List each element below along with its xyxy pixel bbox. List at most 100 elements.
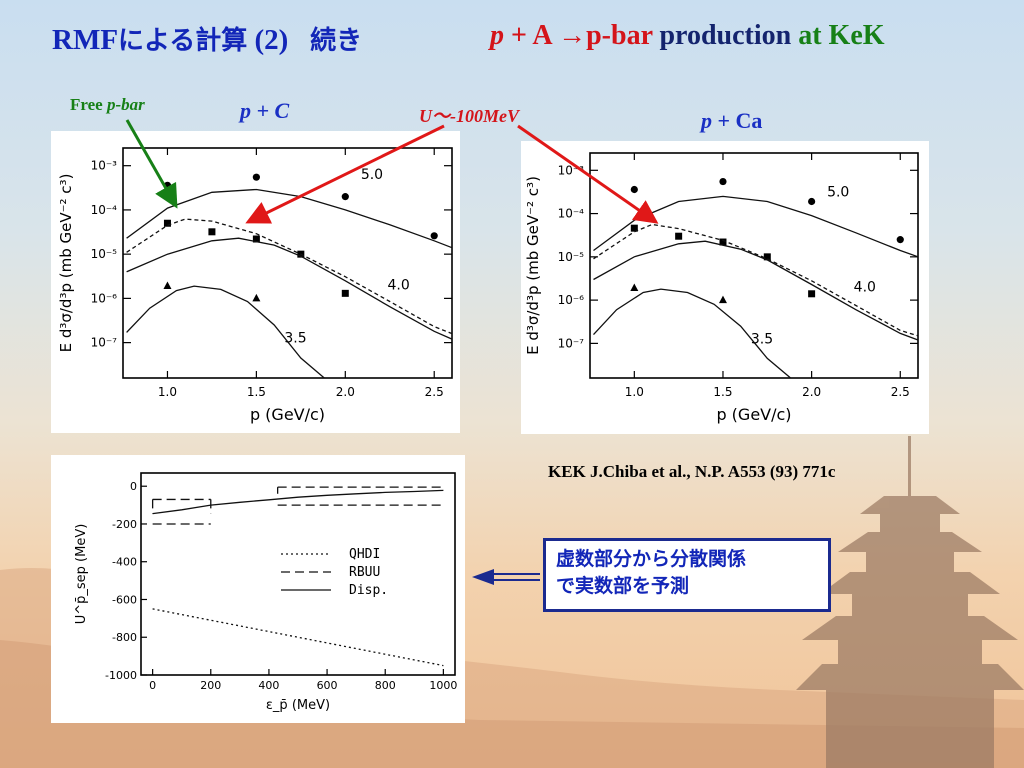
solid-curve bbox=[593, 288, 791, 379]
title-p: p bbox=[490, 20, 504, 51]
square-point bbox=[630, 224, 638, 232]
curve-label: 3.5 bbox=[284, 331, 306, 347]
x-tick-label: 400 bbox=[258, 679, 279, 692]
title-reaction: + A → bbox=[504, 20, 587, 51]
triangle-point bbox=[252, 293, 261, 302]
chart-potential: 0 200 400 600 800 1000 0 -200 -400 -600 -800 -1000 ε… bbox=[74, 472, 457, 713]
curve-label: 4.0 bbox=[388, 277, 410, 293]
x-axis-label: ε_p̄ (MeV) bbox=[266, 698, 330, 713]
x-tick-label: 1000 bbox=[429, 679, 457, 692]
square-point bbox=[719, 238, 727, 246]
note-line-2: で実数部を予測 bbox=[556, 575, 690, 597]
dashed-curve bbox=[126, 218, 453, 335]
circle-point bbox=[430, 232, 438, 240]
chart-pc: 1.0 1.5 2.0 2.5 10⁻³ 10⁻⁴ 10⁻⁵ 10⁻⁶ 10⁻⁷ p (GeV/c… bbox=[57, 147, 453, 424]
note-box: 虚数部分から分散関係 で実数部を予測 bbox=[543, 538, 831, 612]
square-point bbox=[763, 253, 771, 261]
y-tick-label: 10⁻⁷ bbox=[558, 336, 585, 350]
y-tick-label: -200 bbox=[112, 518, 137, 531]
solid-curve bbox=[126, 188, 453, 249]
title-number: (2) bbox=[254, 24, 289, 56]
circle-point bbox=[252, 173, 260, 181]
pca-label: p + Ca bbox=[701, 108, 762, 134]
dashed-curve bbox=[593, 223, 919, 337]
triangle-point bbox=[630, 283, 639, 292]
triangle-point bbox=[163, 281, 172, 290]
x-tick-label: 2.0 bbox=[336, 385, 355, 399]
square-point bbox=[208, 228, 216, 236]
y-tick-label: -600 bbox=[112, 593, 137, 606]
curve-label: 5.0 bbox=[827, 184, 849, 200]
pc-label-rest: + C bbox=[251, 98, 290, 123]
x-axis-label: p (GeV/c) bbox=[716, 405, 791, 424]
plot-frame bbox=[140, 472, 456, 676]
square-point bbox=[163, 219, 171, 227]
circle-point bbox=[719, 177, 727, 186]
x-tick-label: 200 bbox=[200, 679, 221, 692]
x-tick-label: 800 bbox=[375, 679, 396, 692]
pca-label-p: p bbox=[701, 108, 712, 133]
circle-point bbox=[808, 197, 816, 206]
x-tick-label: 2.5 bbox=[425, 385, 444, 399]
title-pbar: p-bar bbox=[586, 20, 653, 51]
title-rmf: RMF bbox=[52, 24, 119, 56]
y-tick-label: 10⁻⁶ bbox=[91, 291, 118, 305]
circle-point bbox=[163, 181, 172, 189]
title-at-kek: at KeK bbox=[798, 20, 885, 51]
y-tick-label: 10⁻⁵ bbox=[91, 247, 118, 261]
y-axis-label: U^p̄_sep (MeV) bbox=[74, 524, 89, 625]
x-tick-label: 1.5 bbox=[247, 385, 266, 399]
pc-label: p + C bbox=[240, 98, 289, 124]
square-point bbox=[341, 289, 349, 297]
curve-label: 4.0 bbox=[854, 279, 876, 295]
title-production: production bbox=[652, 20, 799, 51]
x-tick-label: 2.5 bbox=[891, 385, 910, 399]
solid-curve bbox=[126, 237, 453, 340]
square-point bbox=[808, 290, 816, 298]
y-axis-label: E d³σ/d³p (mb GeV⁻² c³) bbox=[524, 176, 542, 355]
y-tick-label: 10⁻³ bbox=[91, 159, 118, 173]
reference-citation: KEK J.Chiba et al., N.P. A553 (93) 771c bbox=[548, 462, 836, 481]
x-tick-label: 1.0 bbox=[158, 385, 177, 399]
circle-point bbox=[896, 236, 904, 244]
free-label-pbar: p-bar bbox=[106, 95, 145, 114]
legend-label: QHDI bbox=[349, 547, 380, 562]
free-label-text: Free bbox=[70, 95, 107, 114]
chart-panel-pca: 1.0 1.5 2.0 2.5 10⁻³ 10⁻⁴ 10⁻⁵ 10⁻⁶ 10⁻⁷ p (GeV/c… bbox=[521, 141, 929, 434]
y-tick-label: -400 bbox=[112, 556, 137, 569]
y-tick-label: -1000 bbox=[105, 669, 137, 682]
circle-point bbox=[630, 185, 638, 194]
x-tick-label: 0 bbox=[149, 679, 156, 692]
chart-panel-pc: 1.0 1.5 2.0 2.5 10⁻³ 10⁻⁴ 10⁻⁵ 10⁻⁶ 10⁻⁷ p (GeV/c… bbox=[51, 131, 460, 433]
y-axis-label: E d³σ/d³p (mb GeV⁻² c³) bbox=[57, 174, 75, 353]
chart-panel-potential: 0 200 400 600 800 1000 0 -200 -400 -600 -800 -1000 ε… bbox=[51, 455, 465, 723]
disp-curve bbox=[152, 489, 444, 515]
plot-frame bbox=[589, 152, 919, 379]
slide-title-right: p + A →p-bar production at KeK bbox=[490, 20, 885, 52]
y-tick-label: 0 bbox=[130, 480, 137, 493]
pca-label-rest: + Ca bbox=[712, 108, 763, 133]
legend-label: RBUU bbox=[349, 565, 380, 580]
x-tick-label: 600 bbox=[317, 679, 338, 692]
pc-label-p: p bbox=[240, 98, 251, 123]
solid-curve bbox=[593, 195, 919, 258]
title-calc-jp: による計算 bbox=[118, 26, 248, 56]
free-pbar-label: Free p-bar bbox=[70, 95, 145, 115]
y-tick-label: -800 bbox=[112, 631, 137, 644]
x-tick-label: 1.0 bbox=[625, 385, 644, 399]
x-tick-label: 2.0 bbox=[802, 385, 821, 399]
y-tick-label: 10⁻⁶ bbox=[558, 293, 585, 307]
y-tick-label: 10⁻⁷ bbox=[91, 336, 118, 350]
chart-pca: 1.0 1.5 2.0 2.5 10⁻³ 10⁻⁴ 10⁻⁵ 10⁻⁶ 10⁻⁷ p (GeV/c… bbox=[524, 152, 919, 424]
u-potential-label: U～-100MeV bbox=[419, 106, 519, 126]
x-axis-label: p (GeV/c) bbox=[250, 405, 325, 424]
solid-curve bbox=[126, 285, 325, 379]
y-tick-label: 10⁻³ bbox=[558, 163, 585, 177]
solid-curve bbox=[593, 240, 919, 341]
curve-label: 3.5 bbox=[751, 331, 773, 347]
y-tick-label: 10⁻⁵ bbox=[558, 250, 585, 264]
legend-label: Disp. bbox=[349, 583, 388, 598]
square-point bbox=[252, 235, 260, 243]
y-tick-label: 10⁻⁴ bbox=[91, 203, 118, 217]
y-tick-label: 10⁻⁴ bbox=[558, 207, 585, 221]
